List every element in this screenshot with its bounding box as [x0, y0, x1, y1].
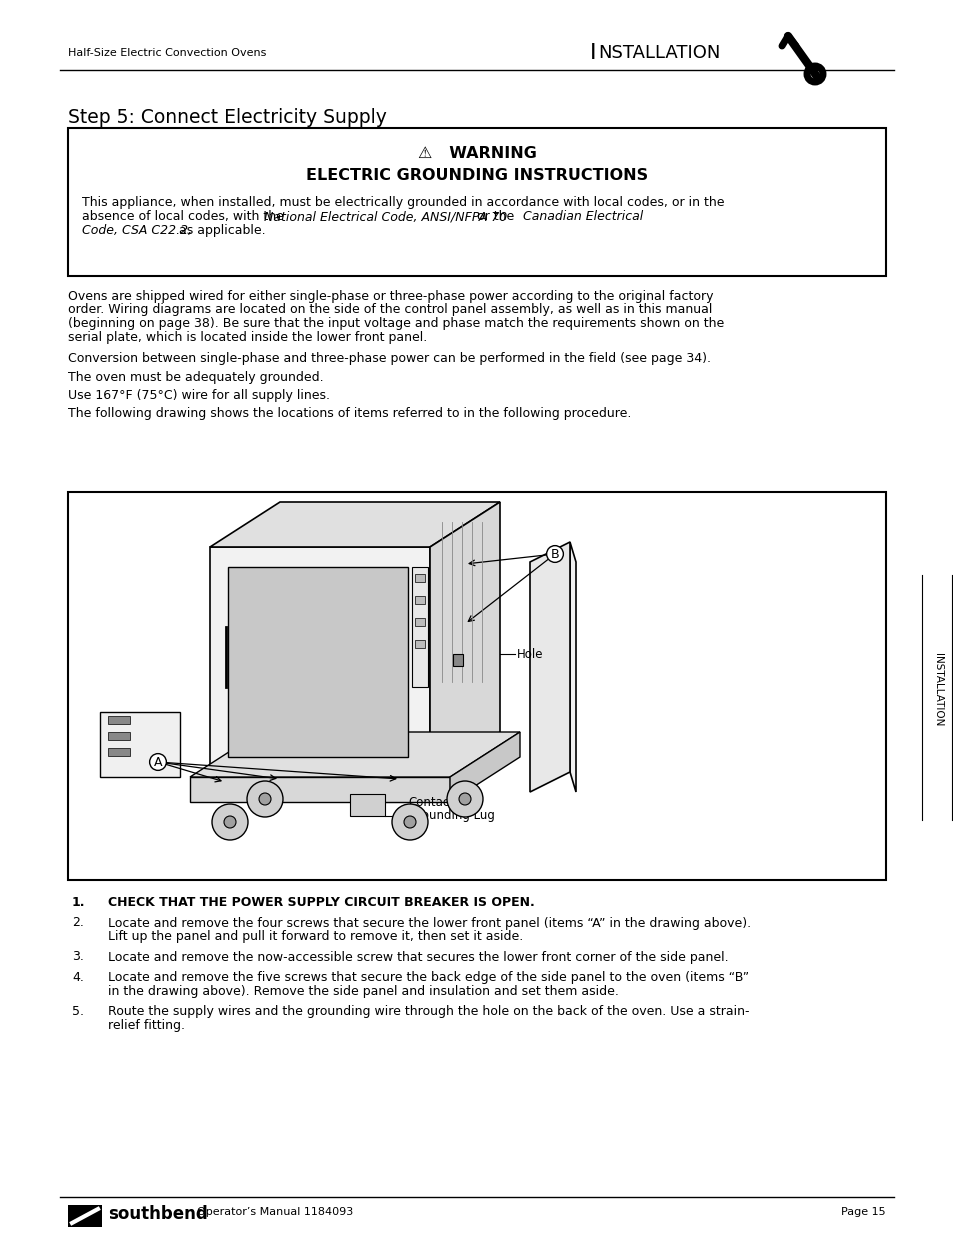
- Polygon shape: [228, 567, 408, 757]
- Text: Conversion between single-phase and three-phase power can be performed in the fi: Conversion between single-phase and thre…: [68, 352, 710, 366]
- Text: 5.: 5.: [71, 1005, 84, 1018]
- Text: Step 5: Connect Electricity Supply: Step 5: Connect Electricity Supply: [68, 107, 387, 127]
- Bar: [108, 748, 130, 756]
- Bar: [415, 597, 424, 604]
- Text: Lift up the panel and pull it forward to remove it, then set it aside.: Lift up the panel and pull it forward to…: [108, 930, 522, 944]
- Polygon shape: [190, 732, 519, 777]
- Text: CHECK THAT THE POWER SUPPLY CIRCUIT BREAKER IS OPEN.: CHECK THAT THE POWER SUPPLY CIRCUIT BREA…: [108, 897, 535, 909]
- Text: relief fitting.: relief fitting.: [108, 1019, 185, 1031]
- Polygon shape: [210, 547, 430, 777]
- Text: Operator’s Manual 1184093: Operator’s Manual 1184093: [196, 1207, 353, 1216]
- Text: southbend: southbend: [108, 1205, 208, 1223]
- Text: ⚠   WARNING: ⚠ WARNING: [417, 146, 536, 161]
- Circle shape: [247, 781, 283, 818]
- Bar: [68, 1205, 102, 1228]
- Text: Hole: Hole: [517, 647, 543, 661]
- Text: Ovens are shipped wired for either single-phase or three-phase power according t: Ovens are shipped wired for either singl…: [68, 290, 713, 303]
- Bar: [412, 567, 428, 687]
- Text: Route the supply wires and the grounding wire through the hole on the back of th: Route the supply wires and the grounding…: [108, 1005, 749, 1018]
- Bar: [350, 794, 385, 816]
- Text: serial plate, which is located inside the lower front panel.: serial plate, which is located inside th…: [68, 331, 427, 343]
- Text: Half-Size Electric Convection Ovens: Half-Size Electric Convection Ovens: [68, 48, 266, 58]
- Text: The following drawing shows the locations of items referred to in the following : The following drawing shows the location…: [68, 408, 631, 420]
- Circle shape: [458, 793, 471, 805]
- Polygon shape: [530, 542, 569, 792]
- Text: Page 15: Page 15: [841, 1207, 885, 1216]
- Bar: [415, 640, 424, 648]
- Circle shape: [447, 781, 482, 818]
- Text: Locate and remove the five screws that secure the back edge of the side panel to: Locate and remove the five screws that s…: [108, 971, 748, 984]
- Text: ELECTRIC GROUNDING INSTRUCTIONS: ELECTRIC GROUNDING INSTRUCTIONS: [306, 168, 647, 183]
- Polygon shape: [569, 542, 576, 792]
- Polygon shape: [210, 501, 499, 547]
- Text: absence of local codes, with the: absence of local codes, with the: [82, 210, 288, 224]
- Text: NSTALLATION: NSTALLATION: [598, 44, 720, 62]
- Text: as applicable.: as applicable.: [174, 224, 265, 237]
- Text: A: A: [153, 756, 162, 768]
- Bar: [100, 713, 180, 777]
- Polygon shape: [430, 501, 499, 777]
- Text: or the: or the: [473, 210, 517, 224]
- Text: 3.: 3.: [71, 951, 84, 963]
- Circle shape: [212, 804, 248, 840]
- Text: The oven must be adequately grounded.: The oven must be adequately grounded.: [68, 370, 323, 384]
- Text: Use 167°F (75°C) wire for all supply lines.: Use 167°F (75°C) wire for all supply lin…: [68, 389, 330, 403]
- Bar: [415, 618, 424, 626]
- Text: 1.: 1.: [71, 897, 86, 909]
- Bar: [108, 716, 130, 724]
- Text: (beginning on page 38). Be sure that the input voltage and phase match the requi: (beginning on page 38). Be sure that the…: [68, 317, 723, 330]
- Bar: [108, 732, 130, 740]
- Text: Code, CSA C22.2,: Code, CSA C22.2,: [82, 224, 192, 237]
- Text: Locate and remove the now-accessible screw that secures the lower front corner o: Locate and remove the now-accessible scr…: [108, 951, 728, 963]
- Bar: [453, 655, 462, 666]
- Text: Canadian Electrical: Canadian Electrical: [522, 210, 642, 224]
- Bar: [415, 574, 424, 582]
- Text: National Electrical Code, ANSI/NFPA 70: National Electrical Code, ANSI/NFPA 70: [264, 210, 507, 224]
- Text: B: B: [550, 547, 558, 561]
- Polygon shape: [450, 732, 519, 802]
- Circle shape: [392, 804, 428, 840]
- Polygon shape: [190, 777, 450, 802]
- Text: order. Wiring diagrams are located on the side of the control panel assembly, as: order. Wiring diagrams are located on th…: [68, 304, 712, 316]
- Circle shape: [258, 793, 271, 805]
- Text: I: I: [589, 43, 596, 63]
- Text: 4.: 4.: [71, 971, 84, 984]
- Text: in the drawing above). Remove the side panel and insulation and set them aside.: in the drawing above). Remove the side p…: [108, 984, 618, 998]
- Bar: [68, 492, 885, 881]
- Text: Grounding Lug: Grounding Lug: [408, 809, 495, 823]
- Text: Contactor: Contactor: [408, 795, 466, 809]
- Text: INSTALLATION: INSTALLATION: [932, 653, 942, 726]
- Circle shape: [224, 816, 235, 827]
- Text: This appliance, when installed, must be electrically grounded in accordance with: This appliance, when installed, must be …: [82, 196, 723, 209]
- Bar: [68, 128, 885, 275]
- Text: 2.: 2.: [71, 916, 84, 930]
- Circle shape: [403, 816, 416, 827]
- Text: Locate and remove the four screws that secure the lower front panel (items “A” i: Locate and remove the four screws that s…: [108, 916, 750, 930]
